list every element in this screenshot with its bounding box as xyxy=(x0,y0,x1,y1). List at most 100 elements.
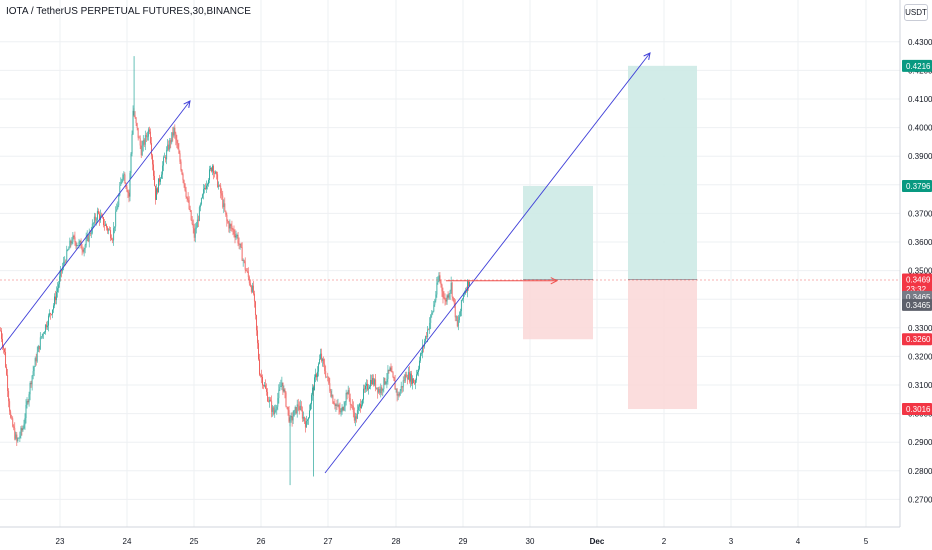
candle-body xyxy=(304,421,306,428)
candle-body xyxy=(451,282,453,297)
candle-body xyxy=(42,333,44,335)
candle-body xyxy=(211,167,212,172)
candle-body xyxy=(280,385,282,387)
candle-body xyxy=(253,293,255,302)
price-tick-label: 0.3100 xyxy=(908,381,932,390)
candle-body xyxy=(141,145,143,156)
candle-body xyxy=(39,337,41,350)
currency-button[interactable]: USDT xyxy=(904,4,928,21)
candle-body xyxy=(245,269,247,272)
candle-body xyxy=(11,417,13,419)
candle-body xyxy=(50,313,51,315)
candle-body xyxy=(199,204,201,208)
candle-body xyxy=(350,404,352,406)
candle-body xyxy=(335,404,337,407)
candle-body xyxy=(261,375,262,378)
candle-body xyxy=(392,372,394,378)
candle-body xyxy=(317,371,318,378)
candle-body xyxy=(443,297,445,299)
candle-body xyxy=(72,235,74,242)
candle-body xyxy=(26,401,28,405)
candle-body xyxy=(79,240,81,242)
candle-body xyxy=(450,282,452,291)
candle-body xyxy=(466,290,467,292)
loss-zone xyxy=(523,279,593,340)
candle-body xyxy=(254,301,256,316)
time-axis: 23 24 25 26 27 28 29 30 Dec 2 3 4 5 xyxy=(56,537,869,546)
price-tick-label: 0.3600 xyxy=(908,238,932,247)
profit-zone xyxy=(628,65,697,280)
candle-body xyxy=(332,395,334,404)
price-tag xyxy=(902,59,932,72)
candle-body xyxy=(5,351,7,368)
price-tick-label: 0.2700 xyxy=(908,495,932,504)
candle-body xyxy=(237,235,239,244)
candle-body xyxy=(162,165,164,175)
candle-body xyxy=(336,404,338,406)
candle-body xyxy=(251,285,253,292)
candle-body xyxy=(437,281,439,283)
symbol-name[interactable]: IOTA / TetherUS PERPETUAL FUTURES xyxy=(6,6,190,17)
candle-body xyxy=(431,313,433,316)
candle-body xyxy=(385,382,387,384)
candle-body xyxy=(10,411,12,418)
candle-body xyxy=(244,261,246,270)
candle-body xyxy=(307,417,309,420)
candle-body xyxy=(227,221,229,223)
candle-body xyxy=(345,392,347,403)
time-tick-label: Dec xyxy=(590,537,605,546)
candle-body xyxy=(459,311,461,317)
candle-body xyxy=(136,123,138,128)
candle-body xyxy=(70,240,72,244)
candle-body xyxy=(330,391,332,397)
candle-body xyxy=(285,392,287,407)
candle-body xyxy=(205,187,206,189)
profit-zone xyxy=(523,185,593,280)
candle-body xyxy=(22,428,24,431)
candle-body xyxy=(407,372,409,380)
candle-body xyxy=(427,329,429,337)
candle-body xyxy=(91,223,93,233)
candle-body xyxy=(310,404,311,411)
candle-body xyxy=(17,438,19,442)
candle-body xyxy=(413,378,414,383)
candle-body xyxy=(35,358,37,362)
candle-body xyxy=(154,175,155,186)
candle-body xyxy=(207,184,208,186)
candle-body xyxy=(382,388,384,391)
candle-body xyxy=(415,380,416,384)
candle-body xyxy=(179,153,181,162)
candle-body xyxy=(435,294,437,301)
candle-body xyxy=(289,417,291,422)
candle-body xyxy=(152,155,153,165)
candle-body xyxy=(194,228,196,238)
candle-body xyxy=(89,232,91,235)
candle-body xyxy=(287,407,289,411)
interval-label[interactable]: 30 xyxy=(192,6,204,17)
candle-body xyxy=(348,389,350,399)
candle-body xyxy=(206,185,207,189)
candle-body xyxy=(422,345,424,354)
candle-body xyxy=(231,225,233,230)
candle-body xyxy=(142,140,144,146)
candle-body xyxy=(339,408,341,413)
drawing-tools[interactable] xyxy=(0,52,651,474)
candle-body xyxy=(126,186,128,192)
candle-body xyxy=(118,195,120,206)
candle-body xyxy=(314,377,315,391)
candle-body xyxy=(112,239,114,241)
candle-body xyxy=(220,185,222,194)
candle-body xyxy=(301,410,303,419)
candle-body xyxy=(40,336,42,338)
time-axis-panel[interactable] xyxy=(0,527,900,550)
candle-body xyxy=(159,178,160,182)
position-zones[interactable] xyxy=(523,65,697,410)
candle-body xyxy=(267,391,269,402)
candle-body xyxy=(19,435,21,438)
candle-body xyxy=(402,380,404,388)
candle-body xyxy=(80,240,82,249)
candle-body xyxy=(444,298,446,301)
candle-body xyxy=(455,316,457,318)
candle-body xyxy=(390,367,392,372)
